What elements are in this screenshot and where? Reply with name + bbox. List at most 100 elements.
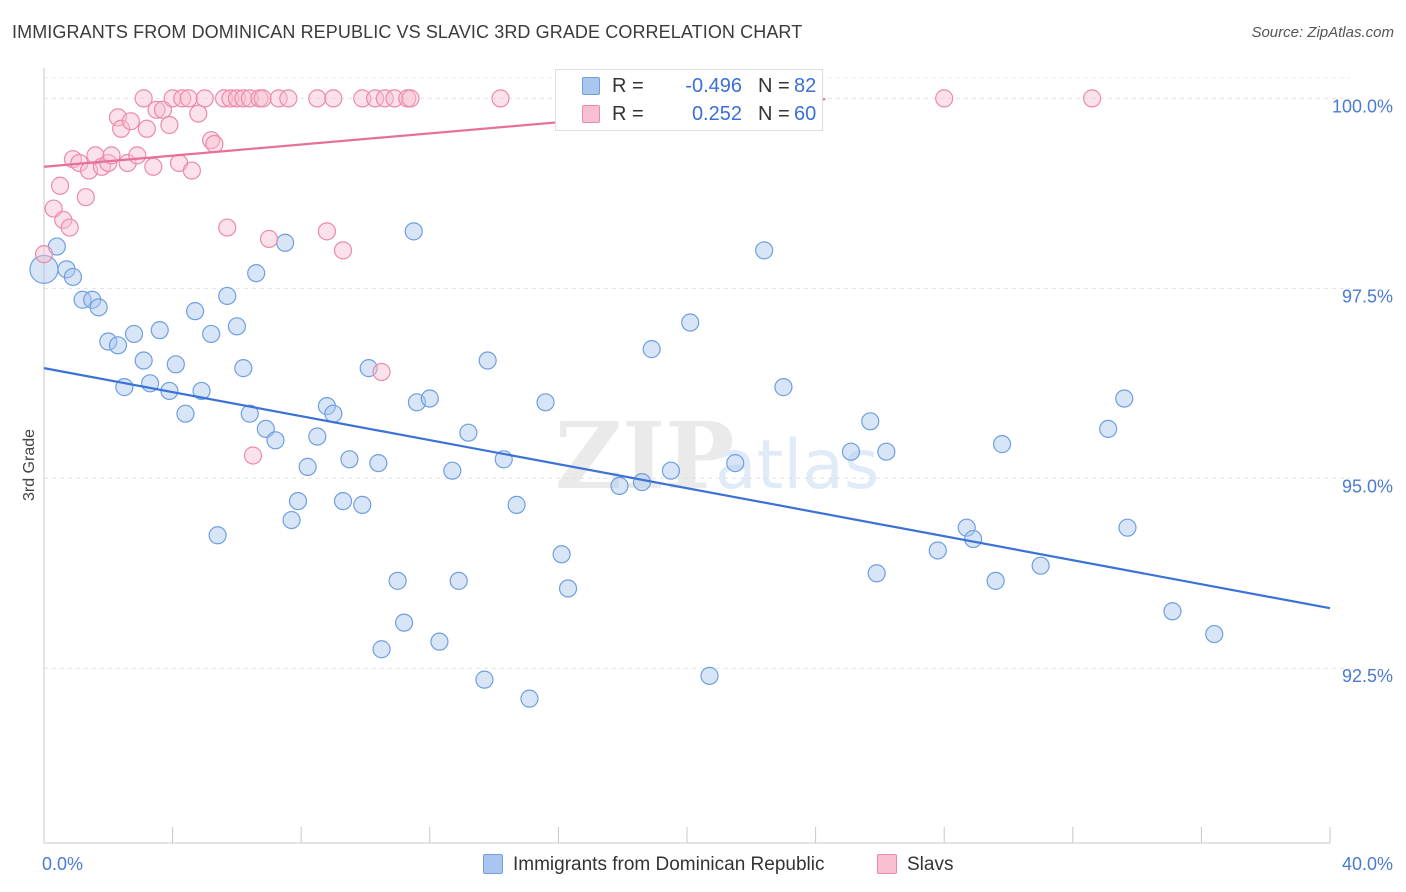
data-point bbox=[475, 670, 494, 689]
data-point bbox=[218, 218, 237, 237]
data-point bbox=[234, 89, 253, 108]
data-point bbox=[957, 518, 976, 537]
data-point bbox=[394, 613, 414, 632]
data-point bbox=[214, 89, 234, 108]
data-point bbox=[558, 579, 578, 598]
data-point bbox=[366, 89, 385, 108]
data-point bbox=[134, 351, 153, 370]
data-point bbox=[353, 495, 372, 514]
data-point bbox=[160, 115, 179, 135]
data-point bbox=[57, 260, 76, 279]
tick-labels: 100.0% 97.5% 95.0% 92.5% 0.0% 40.0% bbox=[42, 96, 1393, 874]
data-point bbox=[536, 393, 555, 412]
data-point bbox=[333, 241, 353, 260]
data-point bbox=[726, 453, 745, 473]
data-point bbox=[195, 89, 214, 108]
data-point bbox=[266, 431, 285, 450]
data-point bbox=[163, 89, 182, 108]
data-point bbox=[404, 222, 423, 241]
grid-lines bbox=[44, 77, 1350, 669]
data-point bbox=[430, 632, 449, 651]
data-point bbox=[276, 233, 295, 252]
legend-swatch-slavs bbox=[582, 105, 600, 123]
axes bbox=[43, 68, 1331, 844]
data-point bbox=[240, 89, 259, 108]
correlation-legend: R = -0.496 N = 82 R = 0.252 N = 60 bbox=[555, 69, 823, 131]
data-point bbox=[388, 571, 407, 590]
data-point bbox=[137, 119, 156, 138]
data-point bbox=[176, 404, 195, 423]
data-point bbox=[282, 510, 301, 530]
data-point bbox=[992, 435, 1012, 454]
y-tick-label: 97.5% bbox=[1342, 286, 1393, 306]
data-point bbox=[1118, 518, 1137, 537]
data-point bbox=[841, 442, 861, 461]
data-point bbox=[401, 89, 420, 108]
data-point bbox=[877, 442, 896, 461]
data-point bbox=[234, 359, 253, 378]
series-dominican bbox=[29, 222, 1224, 708]
data-point bbox=[661, 461, 681, 480]
data-point bbox=[218, 286, 237, 306]
data-point bbox=[240, 404, 259, 423]
data-point bbox=[121, 112, 140, 131]
data-point bbox=[60, 218, 79, 237]
trend-line-dominican bbox=[43, 367, 1331, 610]
x-tick-label: 40.0% bbox=[1342, 854, 1393, 874]
legend-r-value: 0.252 bbox=[691, 103, 742, 125]
series-legend-label: Immigrants from Dominican Republic bbox=[513, 854, 825, 875]
data-point bbox=[205, 134, 224, 154]
data-point bbox=[491, 89, 510, 108]
data-point bbox=[288, 491, 308, 511]
y-tick-label: 95.0% bbox=[1342, 476, 1393, 496]
series-legend: Immigrants from Dominican Republic Slavs bbox=[0, 852, 1406, 878]
data-point bbox=[150, 321, 169, 340]
watermark-atlas: atlas bbox=[715, 426, 879, 505]
data-point bbox=[112, 119, 131, 138]
data-point bbox=[317, 222, 337, 241]
watermark: ZIP atlas bbox=[555, 402, 879, 510]
data-point bbox=[681, 313, 700, 332]
data-point bbox=[935, 89, 954, 108]
data-point bbox=[124, 324, 144, 344]
data-point bbox=[774, 378, 793, 397]
data-point bbox=[54, 210, 73, 230]
data-point bbox=[34, 245, 54, 264]
data-point bbox=[632, 472, 652, 492]
series-legend-swatch-slavs bbox=[877, 854, 897, 874]
data-point bbox=[642, 340, 661, 359]
data-point bbox=[1099, 419, 1118, 439]
data-points bbox=[29, 89, 1224, 708]
watermark-zip: ZIP bbox=[555, 402, 734, 510]
data-point bbox=[186, 302, 205, 321]
data-point bbox=[1115, 389, 1134, 408]
data-point bbox=[449, 571, 468, 590]
data-point bbox=[221, 89, 240, 108]
data-point bbox=[1031, 556, 1050, 575]
data-point bbox=[279, 89, 298, 108]
data-point bbox=[253, 89, 272, 108]
data-point bbox=[144, 157, 163, 176]
data-point bbox=[202, 324, 221, 344]
series-legend-label: Slavs bbox=[907, 854, 954, 875]
legend-n-key: N = bbox=[758, 103, 790, 125]
data-point bbox=[73, 290, 92, 309]
data-point bbox=[867, 564, 886, 583]
data-point bbox=[520, 689, 539, 708]
data-point bbox=[298, 457, 317, 476]
data-point bbox=[269, 89, 288, 108]
data-point bbox=[182, 161, 201, 180]
data-point bbox=[1205, 624, 1224, 644]
data-point bbox=[243, 446, 263, 465]
data-point bbox=[147, 100, 166, 119]
data-point bbox=[308, 427, 327, 446]
data-point bbox=[108, 336, 128, 355]
y-axis-label: 3rd Grade bbox=[21, 429, 38, 501]
data-point bbox=[861, 412, 880, 431]
data-point bbox=[333, 491, 353, 511]
data-point bbox=[610, 476, 629, 495]
data-point bbox=[227, 317, 246, 336]
data-point bbox=[964, 529, 983, 549]
legend-r-key: R = bbox=[612, 103, 644, 125]
